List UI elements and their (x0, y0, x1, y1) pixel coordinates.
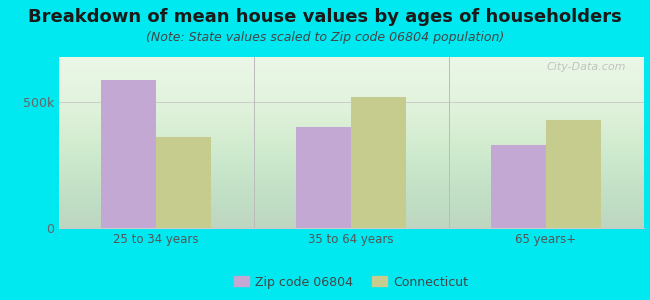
Text: City-Data.com: City-Data.com (547, 62, 626, 72)
Bar (491, 145, 546, 228)
Bar (156, 137, 211, 228)
Legend: Zip code 06804, Connecticut: Zip code 06804, Connecticut (229, 271, 473, 294)
Bar (351, 97, 406, 228)
Bar (101, 80, 156, 228)
Text: (Note: State values scaled to Zip code 06804 population): (Note: State values scaled to Zip code 0… (146, 32, 504, 44)
Bar (296, 128, 351, 228)
Text: Breakdown of mean house values by ages of householders: Breakdown of mean house values by ages o… (28, 8, 622, 26)
Bar (546, 120, 601, 228)
